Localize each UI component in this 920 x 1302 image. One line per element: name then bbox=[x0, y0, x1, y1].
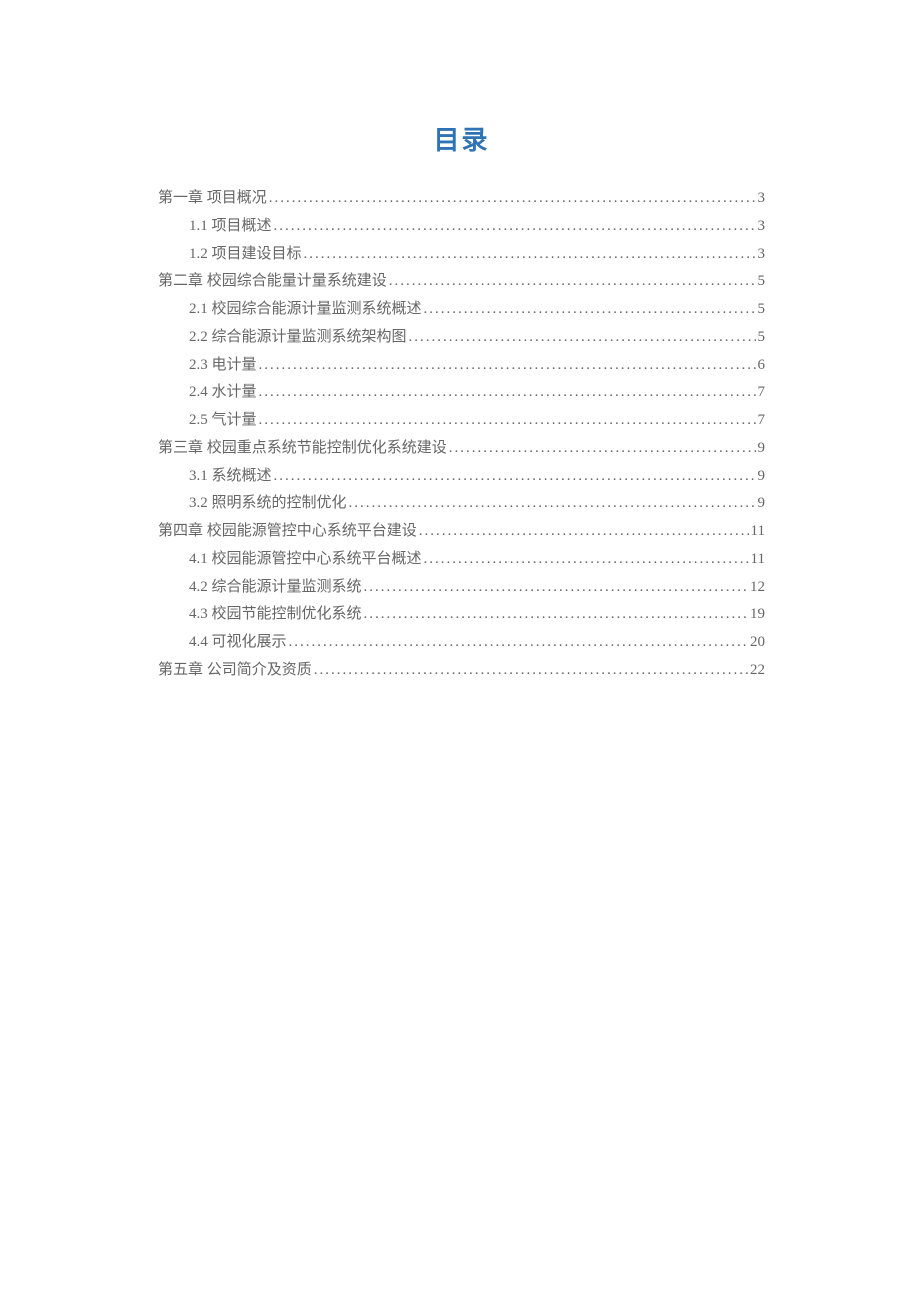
toc-leader bbox=[304, 241, 756, 269]
toc-entry-label: 2.2 综合能源计量监测系统架构图 bbox=[189, 324, 407, 352]
toc-leader bbox=[409, 324, 756, 352]
toc-leader bbox=[259, 407, 756, 435]
toc-entry-page: 12 bbox=[750, 574, 765, 602]
toc-entry[interactable]: 3.1 系统概述 9 bbox=[158, 463, 765, 491]
toc-entry[interactable]: 第四章 校园能源管控中心系统平台建设 11 bbox=[158, 518, 765, 546]
toc-leader bbox=[419, 518, 749, 546]
toc-leader bbox=[424, 296, 756, 324]
toc-entry-label: 第五章 公司简介及资质 bbox=[158, 657, 312, 685]
toc-entry-label: 4.4 可视化展示 bbox=[189, 629, 287, 657]
toc-entry-page: 3 bbox=[758, 185, 766, 213]
toc-entry-page: 5 bbox=[758, 296, 766, 324]
toc-entry[interactable]: 1.1 项目概述 3 bbox=[158, 213, 765, 241]
toc-leader bbox=[274, 213, 756, 241]
toc-entry[interactable]: 2.5 气计量 7 bbox=[158, 407, 765, 435]
toc-leader bbox=[259, 379, 756, 407]
toc-entry-page: 11 bbox=[751, 518, 765, 546]
toc-entry-page: 3 bbox=[758, 241, 766, 269]
toc-entry[interactable]: 2.4 水计量 7 bbox=[158, 379, 765, 407]
toc-entry[interactable]: 第二章 校园综合能量计量系统建设 5 bbox=[158, 268, 765, 296]
toc-entry-page: 9 bbox=[758, 490, 766, 518]
toc-entry[interactable]: 第五章 公司简介及资质 22 bbox=[158, 657, 765, 685]
toc-entry-label: 第三章 校园重点系统节能控制优化系统建设 bbox=[158, 435, 447, 463]
toc-entry-label: 3.2 照明系统的控制优化 bbox=[189, 490, 347, 518]
toc-entry-label: 2.1 校园综合能源计量监测系统概述 bbox=[189, 296, 422, 324]
toc-entry[interactable]: 第三章 校园重点系统节能控制优化系统建设 9 bbox=[158, 435, 765, 463]
toc-leader bbox=[389, 268, 756, 296]
toc-entry-page: 7 bbox=[758, 407, 766, 435]
toc-leader bbox=[424, 546, 749, 574]
toc-entry-label: 4.2 综合能源计量监测系统 bbox=[189, 574, 362, 602]
toc-entry-label: 第一章 项目概况 bbox=[158, 185, 267, 213]
toc-entry-label: 1.1 项目概述 bbox=[189, 213, 272, 241]
toc-entry-label: 4.1 校园能源管控中心系统平台概述 bbox=[189, 546, 422, 574]
toc-entry-page: 3 bbox=[758, 213, 766, 241]
document-page: 目录 第一章 项目概况31.1 项目概述31.2 项目建设目标3第二章 校园综合… bbox=[0, 0, 920, 685]
toc-entry-page: 19 bbox=[750, 601, 765, 629]
toc-entry-label: 2.3 电计量 bbox=[189, 352, 257, 380]
toc-leader bbox=[274, 463, 756, 491]
toc-entry-page: 5 bbox=[758, 268, 766, 296]
toc-entry[interactable]: 4.1 校园能源管控中心系统平台概述 11 bbox=[158, 546, 765, 574]
toc-entry[interactable]: 2.3 电计量 6 bbox=[158, 352, 765, 380]
toc-entry-page: 22 bbox=[750, 657, 765, 685]
toc-leader bbox=[269, 185, 756, 213]
toc-entry-label: 第二章 校园综合能量计量系统建设 bbox=[158, 268, 387, 296]
toc-entry-label: 2.5 气计量 bbox=[189, 407, 257, 435]
toc-entry-page: 6 bbox=[758, 352, 766, 380]
toc-entry-page: 9 bbox=[758, 463, 766, 491]
toc-entry[interactable]: 2.1 校园综合能源计量监测系统概述 5 bbox=[158, 296, 765, 324]
toc-entry[interactable]: 1.2 项目建设目标 3 bbox=[158, 241, 765, 269]
toc-list: 第一章 项目概况31.1 项目概述31.2 项目建设目标3第二章 校园综合能量计… bbox=[158, 185, 765, 685]
toc-leader bbox=[364, 574, 748, 602]
toc-entry-label: 4.3 校园节能控制优化系统 bbox=[189, 601, 362, 629]
toc-entry[interactable]: 2.2 综合能源计量监测系统架构图 5 bbox=[158, 324, 765, 352]
toc-title: 目录 bbox=[158, 120, 765, 157]
toc-entry[interactable]: 第一章 项目概况 3 bbox=[158, 185, 765, 213]
toc-entry-page: 9 bbox=[758, 435, 766, 463]
toc-entry-page: 7 bbox=[758, 379, 766, 407]
toc-leader bbox=[259, 352, 756, 380]
toc-leader bbox=[314, 657, 748, 685]
toc-leader bbox=[364, 601, 748, 629]
toc-entry-label: 第四章 校园能源管控中心系统平台建设 bbox=[158, 518, 417, 546]
toc-entry-page: 20 bbox=[750, 629, 765, 657]
toc-entry-label: 3.1 系统概述 bbox=[189, 463, 272, 491]
toc-entry-page: 11 bbox=[751, 546, 765, 574]
toc-entry[interactable]: 4.4 可视化展示 20 bbox=[158, 629, 765, 657]
toc-entry-label: 1.2 项目建设目标 bbox=[189, 241, 302, 269]
toc-leader bbox=[449, 435, 756, 463]
toc-entry-page: 5 bbox=[758, 324, 766, 352]
toc-entry[interactable]: 4.3 校园节能控制优化系统 19 bbox=[158, 601, 765, 629]
toc-leader bbox=[289, 629, 748, 657]
toc-entry[interactable]: 3.2 照明系统的控制优化 9 bbox=[158, 490, 765, 518]
toc-entry[interactable]: 4.2 综合能源计量监测系统 12 bbox=[158, 574, 765, 602]
toc-leader bbox=[349, 490, 756, 518]
toc-entry-label: 2.4 水计量 bbox=[189, 379, 257, 407]
